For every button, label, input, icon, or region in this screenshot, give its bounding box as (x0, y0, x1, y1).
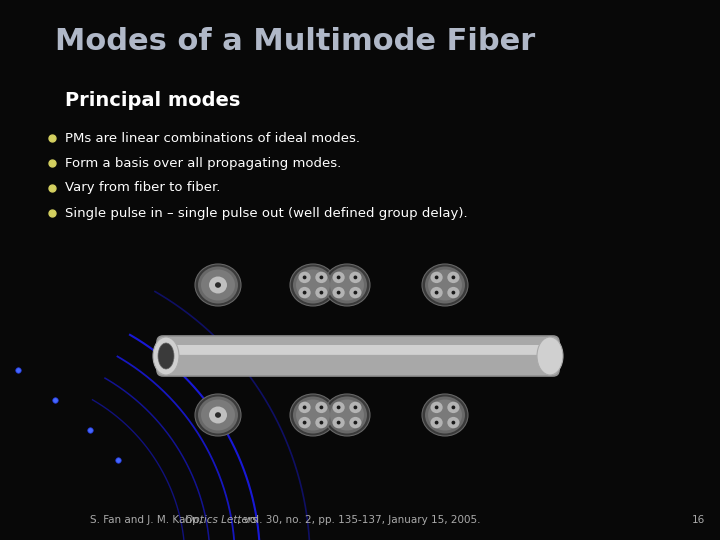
Ellipse shape (431, 402, 443, 413)
Ellipse shape (337, 406, 341, 409)
Ellipse shape (293, 396, 333, 434)
Ellipse shape (435, 291, 438, 294)
Ellipse shape (435, 275, 438, 279)
Ellipse shape (315, 417, 328, 428)
Ellipse shape (447, 287, 459, 298)
Ellipse shape (302, 421, 307, 424)
Ellipse shape (327, 267, 367, 303)
FancyBboxPatch shape (157, 336, 559, 376)
Text: PMs are linear combinations of ideal modes.: PMs are linear combinations of ideal mod… (65, 132, 360, 145)
Ellipse shape (431, 287, 443, 298)
Ellipse shape (320, 291, 323, 294)
Text: Modes of a Multimode Fiber: Modes of a Multimode Fiber (55, 28, 535, 57)
Ellipse shape (447, 272, 459, 283)
Ellipse shape (299, 402, 311, 413)
Ellipse shape (201, 400, 235, 430)
Ellipse shape (330, 269, 364, 300)
Ellipse shape (349, 402, 361, 413)
Ellipse shape (451, 291, 455, 294)
Ellipse shape (431, 272, 443, 283)
Text: 16: 16 (691, 515, 705, 525)
Ellipse shape (302, 291, 307, 294)
Ellipse shape (425, 396, 465, 434)
Ellipse shape (333, 402, 345, 413)
Text: Principal modes: Principal modes (65, 91, 240, 110)
Ellipse shape (158, 343, 174, 369)
Ellipse shape (422, 394, 468, 436)
Ellipse shape (431, 417, 443, 428)
Ellipse shape (451, 406, 455, 409)
Ellipse shape (302, 406, 307, 409)
Ellipse shape (327, 396, 367, 434)
Ellipse shape (290, 264, 336, 306)
Ellipse shape (337, 275, 341, 279)
Ellipse shape (315, 287, 328, 298)
Ellipse shape (349, 287, 361, 298)
Ellipse shape (153, 337, 179, 375)
Ellipse shape (198, 267, 238, 303)
Ellipse shape (299, 417, 311, 428)
Ellipse shape (354, 421, 357, 424)
Ellipse shape (354, 291, 357, 294)
Ellipse shape (302, 275, 307, 279)
Ellipse shape (209, 276, 227, 294)
Ellipse shape (333, 272, 345, 283)
Ellipse shape (537, 337, 563, 375)
Ellipse shape (333, 417, 345, 428)
Ellipse shape (330, 400, 364, 430)
Text: Vary from fiber to fiber.: Vary from fiber to fiber. (65, 181, 220, 194)
Text: S. Fan and J. M. Kahn,: S. Fan and J. M. Kahn, (90, 515, 205, 525)
FancyBboxPatch shape (174, 345, 542, 355)
Ellipse shape (201, 269, 235, 300)
Ellipse shape (354, 275, 357, 279)
Ellipse shape (195, 394, 241, 436)
Ellipse shape (198, 396, 238, 434)
Ellipse shape (320, 421, 323, 424)
Ellipse shape (315, 402, 328, 413)
Ellipse shape (293, 267, 333, 303)
Text: Form a basis over all propagating modes.: Form a basis over all propagating modes. (65, 157, 341, 170)
Ellipse shape (354, 406, 357, 409)
Ellipse shape (337, 291, 341, 294)
Ellipse shape (447, 402, 459, 413)
Ellipse shape (451, 421, 455, 424)
Ellipse shape (349, 417, 361, 428)
Ellipse shape (333, 287, 345, 298)
Ellipse shape (320, 275, 323, 279)
Ellipse shape (315, 272, 328, 283)
Ellipse shape (447, 417, 459, 428)
Ellipse shape (451, 275, 455, 279)
Ellipse shape (425, 267, 465, 303)
Text: , vol. 30, no. 2, pp. 135-137, January 15, 2005.: , vol. 30, no. 2, pp. 135-137, January 1… (237, 515, 480, 525)
Ellipse shape (209, 407, 227, 423)
Ellipse shape (428, 269, 462, 300)
Ellipse shape (324, 394, 370, 436)
Ellipse shape (299, 287, 311, 298)
Ellipse shape (324, 264, 370, 306)
Ellipse shape (299, 272, 311, 283)
Text: Optics Letters: Optics Letters (186, 515, 258, 525)
Ellipse shape (435, 421, 438, 424)
Ellipse shape (195, 264, 241, 306)
Ellipse shape (296, 400, 330, 430)
Ellipse shape (215, 412, 221, 418)
Ellipse shape (290, 394, 336, 436)
Ellipse shape (296, 269, 330, 300)
Ellipse shape (435, 406, 438, 409)
Ellipse shape (422, 264, 468, 306)
Ellipse shape (337, 421, 341, 424)
Ellipse shape (215, 282, 221, 288)
Ellipse shape (349, 272, 361, 283)
Ellipse shape (320, 406, 323, 409)
Text: Single pulse in – single pulse out (well defined group delay).: Single pulse in – single pulse out (well… (65, 206, 467, 219)
Ellipse shape (428, 400, 462, 430)
